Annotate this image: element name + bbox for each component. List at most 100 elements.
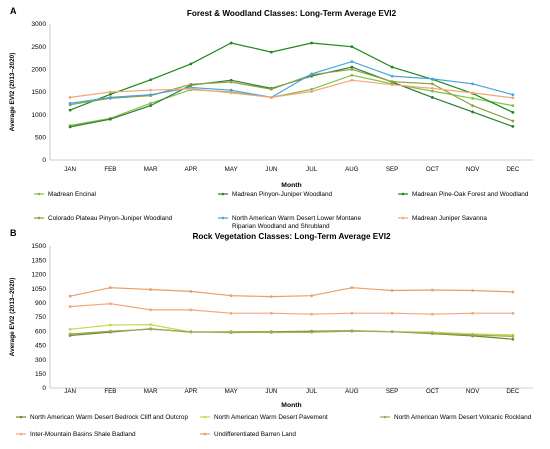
data-point xyxy=(149,78,153,82)
data-point xyxy=(269,330,273,334)
x-tick-label: FEB xyxy=(104,388,116,395)
data-point xyxy=(350,311,354,315)
legend-item: Madrean Juniper Savanna xyxy=(398,215,487,222)
x-tick-label: SEP xyxy=(386,388,398,395)
data-point xyxy=(269,87,273,91)
x-tick-label: DEC xyxy=(506,388,520,395)
legend-label: Madrean Encinal xyxy=(48,191,96,198)
data-point xyxy=(108,117,112,121)
series-line xyxy=(69,287,513,298)
legend-marker xyxy=(19,415,23,419)
x-tick-label: JUN xyxy=(265,388,277,395)
data-point xyxy=(471,311,475,315)
data-point xyxy=(350,65,354,69)
data-point xyxy=(511,290,515,294)
data-point xyxy=(430,96,434,99)
x-tick-label: MAR xyxy=(144,388,158,395)
x-tick-label: NOV xyxy=(466,388,480,395)
data-point xyxy=(108,92,112,96)
data-point xyxy=(269,311,273,315)
y-axis-label: Average EVI2 (2013–2020) xyxy=(9,53,16,132)
data-point xyxy=(430,312,434,316)
data-point xyxy=(310,87,314,91)
data-point xyxy=(350,329,354,333)
data-point xyxy=(189,82,193,86)
data-point xyxy=(390,74,394,78)
data-point xyxy=(430,288,434,292)
data-point xyxy=(108,96,112,99)
series-line xyxy=(70,60,514,104)
x-tick-label: JUL xyxy=(306,388,318,395)
data-point xyxy=(511,337,515,341)
legend-item: Madrean Pinyon-Juniper Woodland xyxy=(218,191,333,198)
data-point xyxy=(229,41,233,45)
data-point xyxy=(269,50,273,54)
legend-item: North American Warm Desert Bedrock Cliff… xyxy=(16,414,188,421)
data-point xyxy=(471,104,475,107)
data-point xyxy=(350,286,354,290)
data-point xyxy=(430,89,434,93)
data-point xyxy=(390,80,394,83)
data-point xyxy=(108,329,112,333)
y-tick-label: 1500 xyxy=(31,89,46,96)
data-point xyxy=(108,302,112,306)
legend-marker xyxy=(383,415,387,419)
data-point xyxy=(229,88,233,92)
y-tick-label: 300 xyxy=(35,357,46,364)
x-tick-label: JUN xyxy=(265,166,277,173)
data-point xyxy=(68,125,72,129)
legend-label: North American Warm Desert Volcanic Rock… xyxy=(394,414,532,421)
data-point xyxy=(189,87,193,91)
data-point xyxy=(350,45,354,49)
legend-marker xyxy=(221,216,225,220)
x-tick-label: APR xyxy=(185,166,198,173)
panel-label: B xyxy=(10,228,17,238)
data-point xyxy=(471,289,475,292)
data-point xyxy=(149,323,153,326)
data-point xyxy=(390,289,394,292)
data-point xyxy=(310,90,314,93)
y-tick-label: 2500 xyxy=(31,44,46,51)
legend-marker xyxy=(203,415,207,419)
data-point xyxy=(310,330,314,334)
data-point xyxy=(511,111,515,114)
data-point xyxy=(229,311,233,315)
data-point xyxy=(68,108,72,112)
data-point xyxy=(471,110,475,114)
data-point xyxy=(149,88,153,92)
series-4 xyxy=(68,286,515,299)
series-line xyxy=(69,74,514,127)
series-2 xyxy=(68,327,515,338)
panel-label: A xyxy=(10,6,17,16)
legend-label: Inter-Mountain Basins Shale Badland xyxy=(30,431,136,438)
data-point xyxy=(149,93,153,97)
data-point xyxy=(68,294,72,298)
legend-item: North American Warm Desert Lower Montane… xyxy=(218,215,361,230)
data-point xyxy=(511,125,515,128)
legend-item: Madrean Pine-Oak Forest and Woodland xyxy=(398,191,529,198)
data-point xyxy=(310,72,314,76)
data-point xyxy=(471,82,475,86)
data-point xyxy=(350,73,354,77)
data-point xyxy=(269,96,273,99)
legend: North American Warm Desert Bedrock Cliff… xyxy=(16,414,532,438)
series-line xyxy=(70,303,513,315)
data-point xyxy=(310,312,314,316)
x-tick-label: MAR xyxy=(144,166,158,173)
data-point xyxy=(68,332,72,336)
y-tick-label: 1350 xyxy=(31,257,46,264)
data-point xyxy=(471,91,475,95)
x-tick-label: OCT xyxy=(426,388,439,395)
y-tick-label: 150 xyxy=(35,371,46,378)
x-tick-label: FEB xyxy=(104,166,116,173)
data-point xyxy=(511,96,515,100)
legend-label: Colorado Plateau Pinyon-Juniper Woodland xyxy=(48,215,173,222)
data-point xyxy=(390,311,394,315)
legend-label: Madrean Pinyon-Juniper Woodland xyxy=(232,191,333,198)
panel-b: B Rock Vegetation Classes: Long-Term Aver… xyxy=(9,228,533,438)
data-point xyxy=(430,82,434,86)
data-point xyxy=(511,335,515,338)
y-tick-label: 750 xyxy=(35,314,46,321)
data-point xyxy=(229,331,233,335)
legend-marker xyxy=(401,216,405,220)
